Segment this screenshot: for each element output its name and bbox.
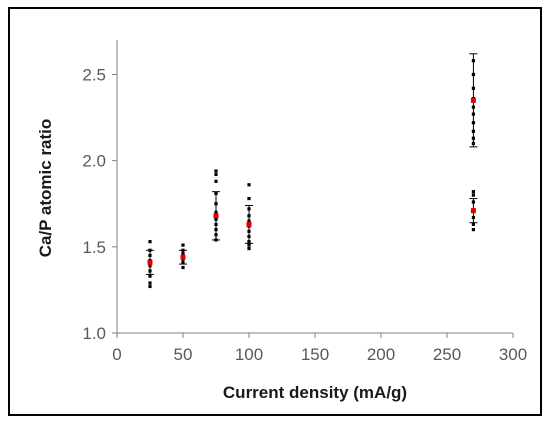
data-point bbox=[181, 252, 185, 256]
data-point bbox=[214, 217, 218, 221]
x-axis-title: Current density (mA/g) bbox=[223, 383, 407, 402]
mean-point bbox=[470, 208, 476, 214]
data-point bbox=[247, 246, 251, 251]
data-point bbox=[148, 253, 152, 258]
data-point bbox=[471, 227, 475, 232]
x-tick-label: 150 bbox=[301, 345, 329, 364]
x-tick-label: 100 bbox=[235, 345, 263, 364]
mean-point bbox=[470, 97, 476, 103]
data-point bbox=[247, 229, 251, 233]
data-point bbox=[247, 214, 251, 218]
data-point bbox=[471, 129, 475, 133]
tick-labels: 1.0 1.5 2.0 2.5 0 50 100 150 200 250 300 bbox=[82, 65, 527, 364]
data-point bbox=[247, 183, 251, 187]
mean-point bbox=[147, 259, 153, 265]
data-point bbox=[471, 215, 475, 220]
data-point bbox=[181, 260, 185, 264]
data-point bbox=[214, 169, 218, 173]
data-point bbox=[214, 233, 218, 237]
chart-border bbox=[8, 7, 542, 416]
data-point bbox=[247, 207, 251, 211]
data-point bbox=[471, 72, 475, 77]
mean-markers bbox=[147, 97, 476, 265]
y-tick-label: 2.5 bbox=[82, 65, 106, 84]
data-point bbox=[148, 248, 152, 252]
data-point bbox=[148, 264, 152, 268]
data-point bbox=[247, 234, 251, 239]
axes bbox=[112, 40, 514, 338]
data-point bbox=[247, 243, 251, 247]
data-point bbox=[471, 190, 475, 194]
mean-point bbox=[180, 254, 186, 260]
data-point bbox=[148, 274, 152, 278]
data-point bbox=[471, 193, 475, 197]
data-point bbox=[247, 219, 251, 223]
data-point bbox=[214, 238, 218, 242]
data-point bbox=[471, 105, 475, 109]
data-point bbox=[247, 196, 251, 201]
y-tick-label: 1.0 bbox=[82, 324, 106, 343]
data-point bbox=[214, 179, 218, 183]
data-point bbox=[471, 136, 475, 140]
x-tick-label: 250 bbox=[433, 345, 461, 364]
data-point bbox=[148, 281, 152, 285]
data-point bbox=[214, 191, 218, 195]
data-point bbox=[148, 240, 152, 244]
data-point bbox=[181, 248, 185, 252]
data-point bbox=[181, 243, 185, 247]
data-point bbox=[471, 141, 475, 146]
data-point bbox=[471, 222, 475, 227]
data-point bbox=[214, 222, 218, 227]
data-point bbox=[148, 269, 152, 273]
data-point bbox=[214, 210, 218, 214]
mean-point bbox=[213, 213, 219, 219]
y-tick-label: 1.5 bbox=[82, 238, 106, 257]
data-point bbox=[214, 172, 218, 177]
data-point bbox=[471, 112, 475, 116]
data-point bbox=[471, 121, 475, 125]
x-tick-label: 200 bbox=[367, 345, 395, 364]
y-tick-label: 2.0 bbox=[82, 152, 106, 171]
data-point bbox=[214, 202, 218, 206]
data-point bbox=[471, 200, 475, 204]
data-point bbox=[181, 265, 185, 270]
data-point bbox=[214, 227, 218, 232]
data-point bbox=[148, 284, 152, 289]
x-tick-label: 50 bbox=[174, 345, 193, 364]
data-point bbox=[471, 86, 475, 90]
x-tick-label: 0 bbox=[112, 345, 121, 364]
x-tick-label: 300 bbox=[499, 345, 527, 364]
data-point bbox=[247, 240, 251, 244]
data-point bbox=[471, 59, 475, 63]
mean-point bbox=[246, 221, 252, 227]
y-axis-title: Ca/P atomic ratio bbox=[36, 119, 55, 258]
